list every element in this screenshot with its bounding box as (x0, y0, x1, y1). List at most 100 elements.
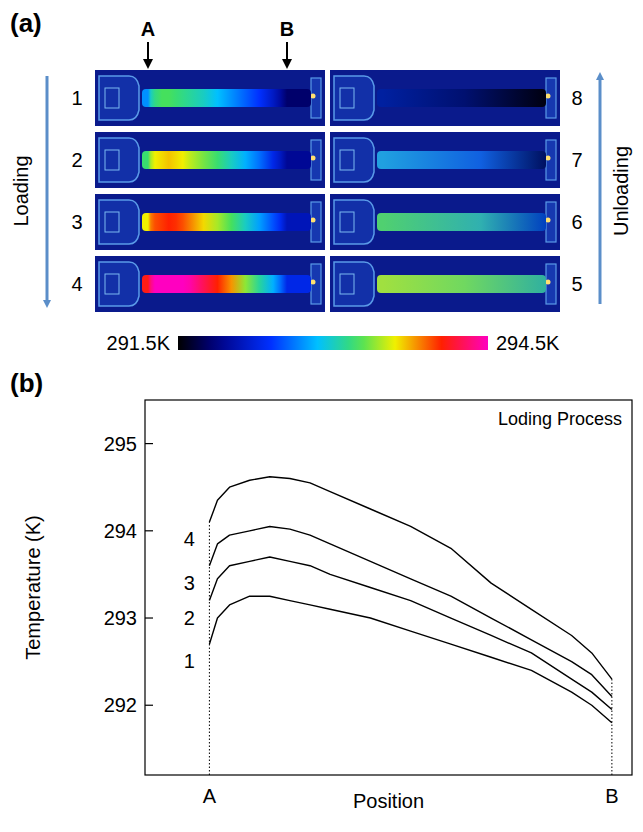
panel-label: (b) (10, 368, 43, 398)
left-clamp (334, 262, 374, 306)
plot-frame (145, 400, 632, 775)
colorbar-label: 294.5K (496, 332, 560, 354)
thermal-frame (95, 132, 325, 188)
series-line (209, 557, 611, 710)
frame-number: 5 (571, 273, 582, 295)
clamp-spot (311, 218, 316, 223)
specimen-bar (142, 213, 311, 231)
y-tick (145, 617, 153, 618)
loading-arrow (46, 76, 49, 304)
right-clamp (311, 202, 321, 242)
left-clamp (99, 138, 139, 182)
left-clamp (99, 76, 139, 120)
frame-number: 1 (71, 87, 82, 109)
position-marker: A (141, 18, 155, 40)
frame-background (95, 70, 325, 126)
left-clamp (99, 200, 139, 244)
clamp-detail (340, 150, 354, 170)
loading-label: Loading (10, 155, 32, 226)
specimen-bar (377, 89, 546, 107)
frame-number: 2 (71, 149, 82, 171)
colorbar (178, 336, 488, 350)
thermal-frame (330, 70, 560, 126)
right-clamp (546, 202, 556, 242)
left-clamp (334, 138, 374, 182)
clamp-detail (105, 212, 119, 232)
series-line (209, 596, 611, 722)
frame-number: 4 (71, 273, 82, 295)
right-clamp (546, 264, 556, 304)
y-tick-label: 292 (104, 694, 137, 716)
frame-background (330, 132, 560, 188)
frame-background (330, 194, 560, 250)
series-label: 2 (184, 607, 195, 629)
y-tick-label: 295 (104, 433, 137, 455)
left-clamp (99, 262, 139, 306)
marker-arrow (147, 42, 149, 64)
frame-background (330, 70, 560, 126)
series-label: 1 (184, 650, 195, 672)
clamp-detail (340, 274, 354, 294)
specimen-bar (377, 213, 546, 231)
x-tick-guide (209, 522, 210, 775)
thermal-frame (330, 194, 560, 250)
right-clamp (546, 78, 556, 118)
clamp-detail (105, 150, 119, 170)
chart-title: Loding Process (498, 409, 622, 429)
colorbar-label: 291.5K (107, 332, 171, 354)
y-tick (145, 530, 153, 531)
clamp-spot (546, 156, 551, 161)
figure: (a)AB12348765LoadingUnloading291.5K294.5… (0, 0, 643, 832)
specimen-bar (142, 275, 311, 293)
unloading-arrow (599, 76, 602, 304)
thermal-frame (330, 256, 560, 312)
y-tick (145, 705, 153, 706)
clamp-detail (340, 212, 354, 232)
x-tick-guide (611, 679, 612, 775)
thermal-frame (330, 132, 560, 188)
x-axis-title: Position (353, 790, 424, 812)
frame-background (95, 256, 325, 312)
unloading-label: Unloading (610, 146, 632, 236)
frame-background (95, 132, 325, 188)
left-clamp (334, 200, 374, 244)
specimen-bar (142, 151, 311, 169)
specimen-bar (142, 89, 311, 107)
series-label: 4 (184, 528, 195, 550)
clamp-detail (105, 88, 119, 108)
x-tick-label: A (203, 785, 217, 807)
thermal-frame (95, 256, 325, 312)
frame-number: 3 (71, 211, 82, 233)
frame-background (330, 256, 560, 312)
position-marker: B (280, 18, 294, 40)
panel-label: (a) (10, 8, 42, 38)
thermal-frame (95, 194, 325, 250)
clamp-spot (311, 280, 316, 285)
x-tick-label: B (605, 785, 618, 807)
frame-number: 8 (571, 87, 582, 109)
y-tick (145, 443, 153, 444)
y-tick-label: 293 (104, 607, 137, 629)
series-label: 3 (184, 572, 195, 594)
specimen-bar (377, 275, 546, 293)
clamp-detail (340, 88, 354, 108)
clamp-spot (546, 94, 551, 99)
thermal-frame (95, 70, 325, 126)
right-clamp (311, 140, 321, 180)
marker-arrow (286, 42, 288, 64)
lines (209, 477, 611, 723)
y-axis-title: Temperature (K) (22, 515, 44, 660)
right-clamp (311, 78, 321, 118)
series-line (209, 477, 611, 679)
clamp-spot (546, 218, 551, 223)
frame-number: 6 (571, 211, 582, 233)
right-clamp (546, 140, 556, 180)
y-tick-label: 294 (104, 520, 137, 542)
clamp-spot (546, 280, 551, 285)
clamp-detail (105, 274, 119, 294)
frame-background (95, 194, 325, 250)
clamp-spot (311, 156, 316, 161)
clamp-spot (311, 94, 316, 99)
right-clamp (311, 264, 321, 304)
specimen-bar (377, 151, 546, 169)
